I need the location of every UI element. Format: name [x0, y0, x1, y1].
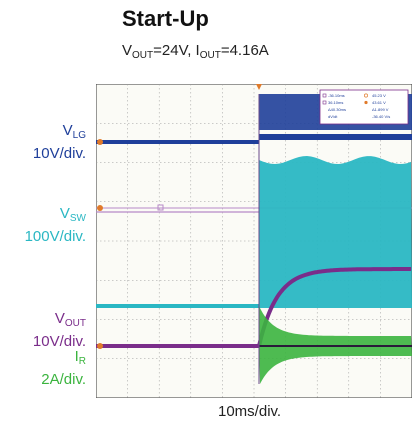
marker-vsw-sq	[157, 204, 164, 211]
channel-label-vsw: VSW 100V/div.	[24, 205, 86, 245]
cursor-marker-1	[364, 93, 368, 98]
chart-subtitle: VOUT=24V, IOUT=4.16A	[122, 42, 269, 61]
cursor-t2: 36.10ms	[328, 100, 343, 105]
marker-vout	[97, 343, 103, 349]
trace-ir-band	[259, 306, 412, 384]
cursor-marker-2	[364, 100, 368, 105]
channel-label-vlg: VLG 10V/div.	[32, 122, 86, 162]
cursor-label: dV/dt	[328, 114, 338, 119]
channel-scale-vout: 10V/div.	[32, 333, 86, 350]
cursor-dv: Δ1.899 V	[372, 107, 389, 112]
cursor-marker-3	[322, 93, 327, 98]
trace-vsw-band	[259, 156, 412, 308]
channel-label-vout: VOUT 10V/div.	[32, 310, 86, 350]
trace-vout-rise	[257, 267, 411, 347]
channel-scale-ir: 2A/div.	[41, 371, 86, 388]
cursor-t1: -36.10ms	[328, 93, 345, 98]
marker-vlg	[97, 139, 103, 145]
cursor-readout-box: -36.10ms 45.23 V 36.10ms 43.61 V Δ40.30m…	[319, 89, 409, 125]
channel-scale-vlg: 10V/div.	[32, 145, 86, 162]
cursor-slope: -36.40 V/s	[372, 114, 390, 119]
time-scale-label: 10ms/div.	[218, 403, 282, 420]
chart-title: Start-Up	[122, 6, 209, 31]
cursor-v2: 43.61 V	[372, 100, 386, 105]
channel-scale-vsw: 100V/div.	[24, 228, 86, 245]
cursor-dt: Δ40.30ms	[328, 107, 346, 112]
channel-label-ir: IR 2A/div.	[41, 348, 86, 388]
marker-vsw	[97, 205, 103, 211]
oscilloscope-plot: -36.10ms 45.23 V 36.10ms 43.61 V Δ40.30m…	[96, 84, 412, 398]
cursor-v1: 45.23 V	[372, 93, 386, 98]
cursor-marker-4	[322, 100, 327, 105]
trace-vlg-base	[259, 134, 412, 140]
trigger-marker	[256, 84, 262, 90]
